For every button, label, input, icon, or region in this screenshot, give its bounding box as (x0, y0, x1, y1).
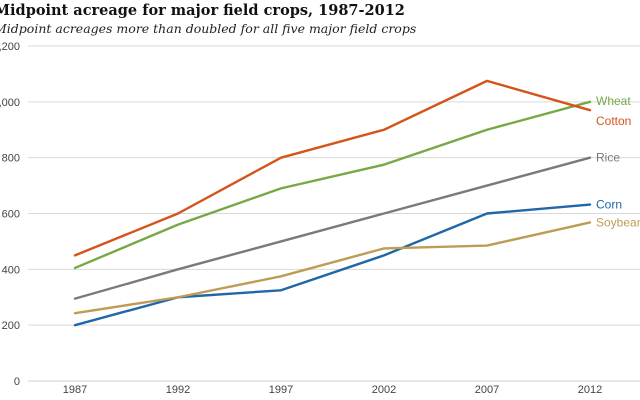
series-label-rice: Rice (596, 151, 620, 165)
x-tick-label: 2012 (578, 384, 602, 396)
x-tick-label: 1992 (166, 384, 190, 396)
series-line-cotton (73, 79, 592, 257)
series-label-soybeans: Soybeans (596, 215, 640, 229)
series-line-wheat (73, 100, 592, 270)
y-tick-label: 1,200 (0, 41, 20, 53)
chart-subtitle: Midpoint acreages more than doubled for … (0, 21, 417, 36)
y-tick-label: 0 (14, 376, 20, 388)
y-tick-label: 400 (2, 264, 20, 276)
series-line-corn (73, 203, 592, 327)
series-label-wheat: Wheat (596, 94, 631, 108)
y-tick-label: 1,000 (0, 97, 20, 109)
x-tick-label: 2002 (372, 384, 396, 396)
y-tick-label: 200 (2, 320, 20, 332)
series-line-rice (73, 156, 592, 300)
x-tick-label: 2007 (475, 384, 499, 396)
series-line-soybeans (73, 221, 592, 315)
y-tick-label: 800 (2, 153, 20, 165)
x-tick-label: 1997 (269, 384, 293, 396)
y-tick-label: 600 (2, 209, 20, 221)
series-label-corn: Corn (596, 198, 622, 212)
chart-title: Midpoint acreage for major field crops, … (0, 2, 405, 19)
x-tick-label: 1987 (63, 384, 87, 396)
series-label-cotton: Cotton (596, 114, 631, 128)
